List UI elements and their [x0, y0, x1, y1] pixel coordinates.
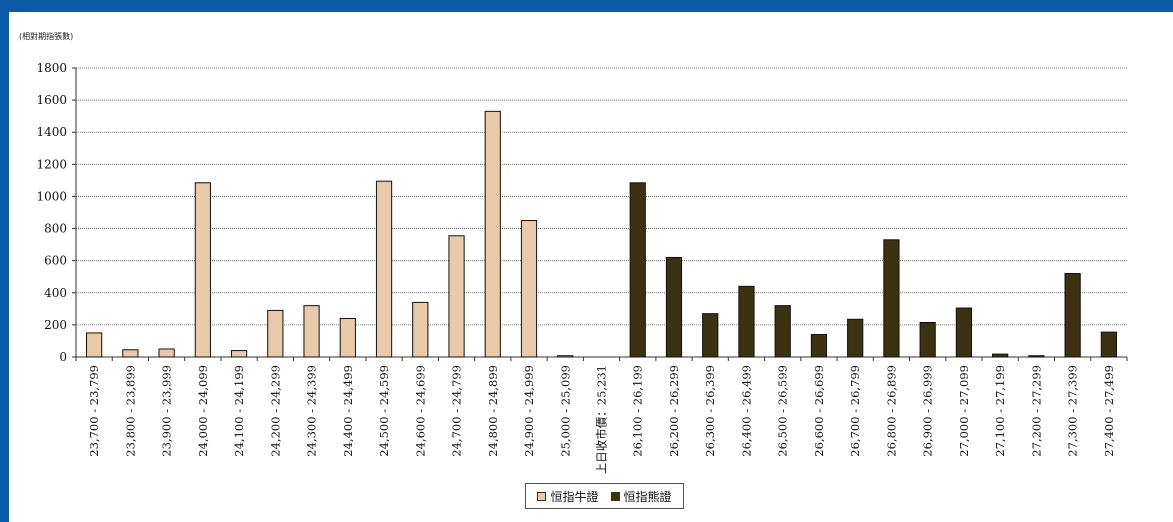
bar-bear: [665, 256, 683, 358]
x-tick-label: 24,400 - 24,499: [341, 365, 355, 457]
bar-bear: [883, 239, 900, 358]
bar-bull: [194, 182, 211, 358]
x-tick-label: 24,900 - 24,999: [522, 365, 536, 457]
x-tick-label: 23,900 - 23,999: [160, 365, 174, 457]
bar-bull: [448, 235, 465, 358]
x-tick-label: 26,500 - 26,599: [776, 365, 790, 457]
bar-bull: [339, 317, 356, 358]
bar-bull: [230, 350, 248, 358]
bar-bull: [86, 332, 103, 358]
x-tick-label: 24,500 - 24,599: [377, 365, 391, 457]
y-tick-label: 400: [44, 286, 67, 300]
x-tick-label: 26,300 - 26,399: [703, 365, 717, 457]
chart-panel: (相對期指張數) 0 200 400 600 800 1000 1200 1400 1600 18…: [9, 12, 1173, 522]
x-tick-label: 26,600 - 26,699: [812, 365, 826, 457]
bar-bear: [774, 305, 791, 358]
y-tick-label: 1800: [36, 61, 67, 75]
bar-bear: [1064, 273, 1081, 358]
y-tick-label: 800: [44, 222, 67, 236]
x-tick-label: 26,400 - 26,499: [739, 365, 753, 457]
x-tick-label: 24,600 - 24,699: [413, 365, 427, 457]
x-tick-label: 26,700 - 26,799: [848, 365, 862, 457]
bar-chart: 0 200 400 600 800 1000 1200 1400 1600 1800 23,700 …: [36, 61, 1128, 474]
x-tick-label: 27,100 - 27,199: [993, 365, 1007, 457]
bar-bear: [992, 353, 1009, 358]
bar-bear: [629, 182, 646, 358]
x-tick-label: 上日收市價：25,231: [595, 365, 609, 474]
bar-bull: [520, 220, 538, 358]
y-tick-label: 600: [44, 254, 67, 268]
legend-item-bear: 恒指熊證: [610, 488, 672, 505]
x-tick-label: 26,200 - 26,299: [667, 365, 681, 457]
x-tick-label: 27,300 - 27,399: [1066, 365, 1080, 457]
bar-bull: [375, 180, 393, 358]
bar-bear: [1100, 331, 1117, 358]
y-tick-label: 1400: [36, 125, 67, 139]
legend: 恒指牛證 恒指熊證: [525, 483, 684, 509]
x-tick-label: 26,900 - 26,999: [921, 365, 935, 457]
legend-label-bear: 恒指熊證: [623, 489, 672, 504]
legend-item-bull: 恒指牛證: [537, 488, 599, 505]
x-tick-label: 26,100 - 26,199: [631, 365, 645, 457]
y-tick-label: 1000: [36, 189, 67, 203]
bar-bull: [484, 110, 501, 358]
y-tick-label: 1600: [36, 93, 67, 107]
x-tick-label: 23,700 - 23,799: [87, 365, 101, 457]
x-tick-label: 25,000 - 25,099: [558, 365, 572, 457]
y-tick-label: 0: [59, 350, 67, 364]
bar-bull: [303, 305, 320, 358]
x-tick-label: 24,700 - 24,799: [450, 365, 464, 457]
x-tick-label: 27,000 - 27,099: [957, 365, 971, 457]
bar-bull: [122, 349, 139, 358]
legend-swatch-bear: [610, 491, 620, 501]
bar-bull: [158, 348, 175, 358]
x-tick-label: 24,300 - 24,399: [305, 365, 319, 457]
bar-bear: [810, 334, 828, 358]
x-tick-label: 27,200 - 27,299: [1029, 365, 1043, 457]
x-tick-label: 23,800 - 23,899: [123, 365, 137, 457]
bar-bull: [412, 301, 429, 358]
legend-label-bull: 恒指牛證: [550, 489, 599, 504]
y-tick-label: 1200: [36, 157, 67, 171]
bar-bear: [847, 318, 864, 358]
bar-bear: [738, 285, 755, 358]
x-tick-label: 26,800 - 26,899: [884, 365, 898, 457]
x-tick-label: 24,100 - 24,199: [232, 365, 246, 457]
bar-bear: [1028, 355, 1045, 358]
bar-bear: [919, 321, 936, 358]
bar-bear: [702, 313, 719, 358]
x-tick-label: 24,800 - 24,899: [486, 365, 500, 457]
x-tick-label: 24,000 - 24,099: [196, 365, 210, 457]
y-tick-label: 200: [44, 318, 67, 332]
y-axis-unit-label: (相對期指張數): [19, 32, 74, 41]
x-tick-label: 27,400 - 27,499: [1102, 365, 1116, 457]
x-tick-label: 24,200 - 24,299: [268, 365, 282, 457]
bar-bear: [955, 307, 973, 358]
legend-swatch-bull: [537, 491, 547, 501]
bar-bull: [557, 355, 574, 358]
bar-bull: [267, 309, 284, 358]
